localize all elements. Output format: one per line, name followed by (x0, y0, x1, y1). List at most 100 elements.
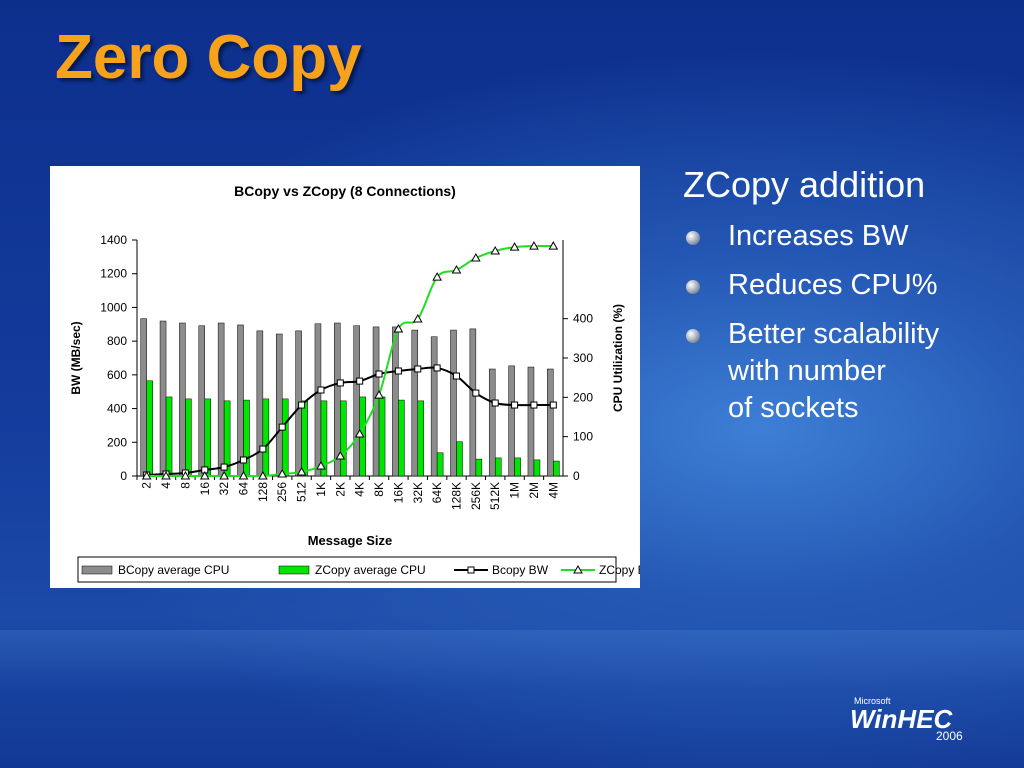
x-tick-label: 32 (217, 482, 231, 496)
marker (277, 468, 288, 478)
bullet: Better scalability with number of sockets (728, 316, 939, 427)
marker (433, 364, 441, 372)
bullet-icon (686, 231, 700, 245)
bar (392, 326, 399, 477)
marker (296, 466, 307, 476)
y-tick-label: 600 (107, 368, 127, 382)
marker (549, 401, 557, 409)
marker (529, 241, 539, 250)
y-tick-label: 1000 (100, 300, 127, 314)
bar (436, 452, 444, 477)
marker (258, 470, 268, 480)
logo-year: 2006 (936, 729, 963, 743)
line (146, 366, 554, 476)
legend-marker (467, 566, 475, 574)
logo-brand: Microsoft (854, 696, 891, 706)
bar (508, 365, 515, 477)
x-tick-label: 2 (140, 482, 154, 489)
marker (548, 241, 559, 250)
chart: BCopy vs ZCopy (8 Connections) Message S… (69, 183, 658, 583)
marker (375, 370, 383, 378)
bar (475, 458, 483, 477)
legend-box (77, 556, 617, 583)
bullet: Increases BW (728, 218, 909, 255)
marker (491, 399, 499, 407)
bar (314, 323, 322, 477)
legend-label: Bcopy BW (492, 563, 549, 577)
y-tick-label: 400 (107, 402, 127, 416)
bar (527, 366, 535, 477)
x-tick-label: 512 (295, 482, 309, 502)
bar (275, 333, 283, 477)
line (146, 244, 554, 478)
bullet: Reduces CPU% (728, 267, 938, 304)
x-tick-label: 2M (527, 482, 541, 499)
bar (243, 399, 250, 477)
bar (301, 400, 308, 477)
x-tick-label: 128 (256, 482, 270, 502)
y2-axis-label: CPU Utilization (%) (611, 304, 625, 412)
y-tick-label: 200 (107, 435, 127, 449)
bar (262, 398, 270, 477)
y-axis-label: BW (MB/sec) (69, 321, 83, 394)
bullet-line: Increases BW (728, 220, 909, 252)
legend-marker (573, 564, 583, 574)
y-tick-label: 800 (107, 334, 127, 348)
legend-swatch (81, 565, 113, 575)
logo-name: WinHEC (850, 704, 953, 734)
marker (414, 365, 422, 373)
bar (256, 330, 264, 477)
marker (472, 389, 480, 397)
marker (432, 272, 442, 281)
marker (471, 253, 481, 262)
x-tick-label: 128K (450, 482, 464, 510)
marker (161, 470, 171, 480)
legend-label: ZCopy average CPU (315, 563, 426, 577)
marker (336, 379, 344, 387)
x-tick-label: 8 (178, 482, 192, 489)
x-axis-label: Message Size (308, 533, 393, 548)
x-tick-label: 512K (488, 482, 502, 510)
legend-label: ZCopy BW (599, 563, 640, 577)
bar (281, 398, 289, 477)
bar (185, 398, 192, 477)
x-tick-label: 4 (159, 482, 173, 489)
x-tick-label: 256K (469, 482, 483, 510)
bar (456, 441, 463, 477)
x-tick-label: 64K (430, 482, 444, 503)
marker (238, 470, 249, 480)
bullet-line: of sockets (728, 392, 859, 424)
bar (334, 322, 341, 477)
y-tick-label: 0 (120, 469, 127, 483)
bar (340, 400, 347, 477)
marker (511, 401, 519, 409)
bar (547, 368, 554, 477)
bar (430, 336, 438, 477)
x-tick-label: 64 (237, 482, 251, 496)
x-tick-label: 1M (508, 482, 522, 499)
marker (509, 242, 520, 251)
marker (530, 401, 538, 409)
x-tick-label: 1K (314, 482, 328, 497)
bar (198, 325, 206, 477)
bar (237, 324, 244, 477)
bar (165, 396, 173, 477)
heading: ZCopy addition (683, 164, 926, 205)
y-tick-label: 1400 (100, 233, 127, 247)
marker (278, 423, 286, 431)
marker (393, 323, 404, 333)
x-tick-label: 32K (411, 482, 425, 503)
marker (317, 386, 325, 394)
marker (220, 463, 228, 471)
marker (335, 450, 346, 460)
bar (411, 329, 419, 477)
marker (180, 470, 191, 480)
bar (179, 322, 186, 477)
bullet-icon (686, 280, 700, 294)
bar (159, 320, 167, 477)
marker (354, 429, 365, 438)
bar (488, 368, 496, 477)
bar (553, 460, 560, 477)
bar (320, 400, 328, 477)
bar (217, 322, 225, 477)
